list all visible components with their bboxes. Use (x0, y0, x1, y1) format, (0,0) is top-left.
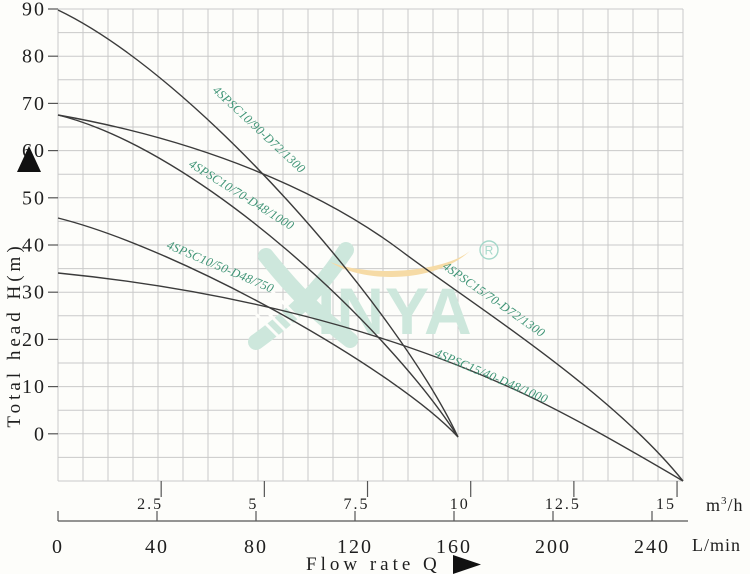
lmin-unit-label: L/min (692, 535, 741, 555)
watermark-swoosh-icon (330, 251, 470, 278)
curve-label-4spsc10-90: 4SPSC10/90-D72/1300 (210, 83, 309, 176)
lmin-tick-label: 0 (52, 536, 64, 558)
m3h-unit-label: m3/h (706, 495, 744, 515)
y-tick-label: 40 (22, 235, 46, 257)
watermark-brand-text: INYA (317, 274, 473, 348)
up-arrow-icon (17, 146, 41, 172)
y-axis-title-group: Total head H(m) (4, 146, 41, 428)
x-axis-title: Flow rate Q (306, 554, 441, 574)
y-tick-label: 90 (22, 0, 46, 21)
plot-grid (57, 8, 684, 482)
m3h-tick-label: 15 (656, 496, 676, 513)
m3h-tick-label: 10 (450, 496, 470, 513)
watermark-x-hatching (250, 287, 307, 340)
lmin-tick-label: 120 (337, 536, 373, 558)
y-tick-label: 20 (22, 329, 46, 351)
x-axis-m3h: 2.5 5 7.5 10 12.5 15 (137, 481, 678, 513)
curve-4spsc15-40 (57, 272, 684, 482)
watermark-x-icon (248, 242, 354, 350)
m3h-tick-label: 2.5 (137, 496, 163, 513)
curve-4spsc10-50 (57, 217, 459, 438)
y-tick-label: 50 (22, 187, 46, 209)
lmin-tick-label: 240 (634, 536, 670, 558)
m3h-tick-label: 5 (248, 496, 258, 513)
lmin-tick-label: 80 (244, 536, 268, 558)
y-tick-label: 10 (22, 376, 46, 398)
y-tick-label: 80 (22, 46, 46, 68)
curve-4spsc10-70 (57, 114, 459, 438)
right-arrow-icon (453, 555, 481, 574)
curve-4spsc15-70 (57, 114, 684, 482)
x-axis-lmin: 0 40 80 120 160 200 240 (52, 511, 688, 558)
lmin-tick-label: 200 (535, 536, 571, 558)
y-tick-label: 70 (22, 93, 46, 115)
curve-4spsc10-90 (57, 9, 459, 438)
y-axis-title: Total head H(m) (4, 242, 25, 427)
m3h-tick-label: 7.5 (344, 496, 370, 513)
curve-label-4spsc10-50: 4SPSC10/50-D48/750 (165, 238, 277, 296)
pump-curves (57, 9, 684, 482)
x-axis-title-group: Flow rate Q (306, 554, 481, 574)
lmin-tick-label: 160 (436, 536, 472, 558)
lmin-tick-label: 40 (145, 536, 169, 558)
registered-letter: R (485, 244, 494, 258)
m3h-tick-label: 12.5 (545, 496, 581, 513)
registered-trademark-icon: R (479, 240, 499, 260)
y-tick-label: 30 (22, 282, 46, 304)
watermark: INYA R (248, 240, 499, 350)
y-tick-label: 0 (34, 423, 46, 445)
